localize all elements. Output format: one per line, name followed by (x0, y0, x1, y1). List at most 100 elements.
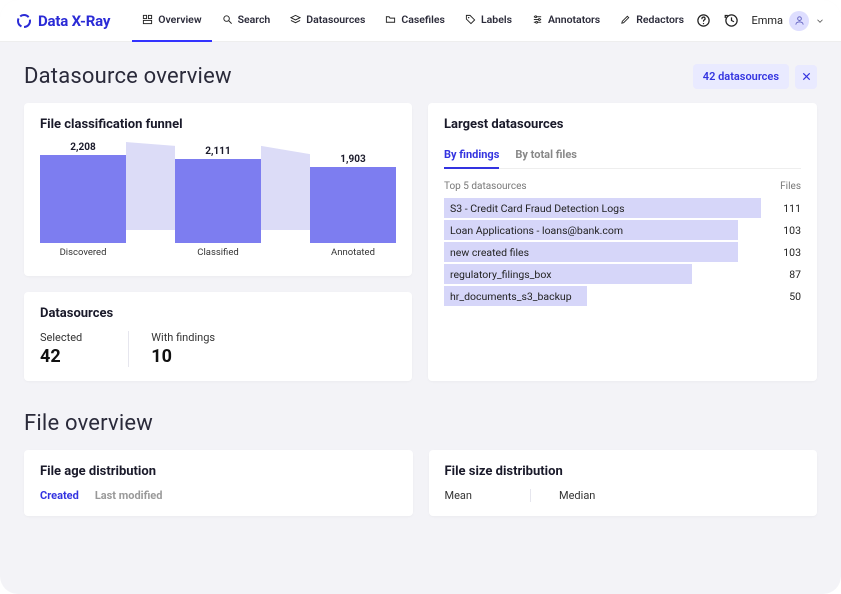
size-label: Mean (445, 489, 473, 502)
nav-redactors[interactable]: Redactors (610, 0, 694, 42)
tab-last-modified[interactable]: Last modified (95, 489, 163, 502)
file-overview-section: File overview File age distribution Crea… (24, 411, 817, 516)
folder-icon (385, 14, 396, 25)
stack-icon (290, 14, 301, 25)
stat-col: Selected 42 (40, 331, 104, 367)
nav-label: Labels (481, 13, 512, 26)
stat-value: 42 (40, 346, 82, 367)
tab-created[interactable]: Created (40, 489, 79, 502)
ds-stats: Selected 42 With findings 10 (40, 331, 396, 367)
user-name: Emma (751, 14, 783, 27)
left-column: File classification funnel 2,208 Discover… (24, 103, 412, 381)
funnel-bar-value: 2,208 (70, 142, 95, 153)
ds-row[interactable]: new created files 103 (444, 242, 801, 262)
funnel-card: File classification funnel 2,208 Discover… (24, 103, 412, 276)
funnel-bar-group: 2,208 Discovered (40, 142, 126, 258)
age-tabs: Created Last modified (40, 489, 397, 502)
ds-value: 111 (771, 202, 801, 215)
size-stats: Mean Median (445, 489, 802, 502)
largest-ds-card: Largest datasources By findings By total… (428, 103, 817, 381)
user-menu[interactable]: Emma (751, 11, 825, 31)
chevron-down-icon (815, 16, 825, 26)
layout-icon (142, 14, 153, 25)
nav-casefiles[interactable]: Casefiles (375, 0, 455, 42)
history-button[interactable] (723, 13, 739, 29)
ds-value: 103 (771, 246, 801, 259)
file-size-title: File size distribution (445, 464, 802, 479)
page-title: Datasource overview (24, 64, 232, 89)
cards-row: File classification funnel 2,208 Discover… (24, 103, 817, 381)
nav-datasources[interactable]: Datasources (280, 0, 375, 42)
ds-row[interactable]: hr_documents_s3_backup 50 (444, 286, 801, 306)
sliders-icon (532, 14, 543, 25)
stat-value: 10 (151, 346, 215, 367)
funnel-bar-label: Discovered (60, 247, 107, 258)
avatar (789, 11, 809, 31)
largest-rows: S3 - Credit Card Fraud Detection Logs111… (444, 198, 801, 306)
top-nav: Data X-Ray Overview Search Datasources C… (0, 0, 841, 42)
ds-label: new created files (444, 246, 761, 259)
ds-value: 50 (771, 290, 801, 303)
size-label: Median (559, 489, 595, 502)
tab-by-findings[interactable]: By findings (444, 142, 499, 169)
nav-right: Emma (695, 11, 825, 31)
section-header: Datasource overview 42 datasources (24, 64, 817, 89)
file-age-card: File age distribution Created Last modif… (24, 450, 413, 516)
nav-annotators[interactable]: Annotators (522, 0, 610, 42)
funnel-connector (126, 142, 175, 230)
funnel-bar (40, 155, 126, 243)
size-col: Mean (445, 489, 501, 502)
ds-row[interactable]: Loan Applications - loans@bank.com 103 (444, 220, 801, 240)
ds-label: regulatory_filings_box (444, 268, 761, 281)
pill-text: 42 datasources (703, 70, 779, 83)
stat-label: Selected (40, 331, 82, 344)
close-icon (801, 71, 812, 82)
ds-label: hr_documents_s3_backup (444, 290, 761, 303)
nav-label: Search (238, 13, 271, 26)
funnel-bar (175, 159, 261, 243)
file-overview-title: File overview (24, 411, 817, 436)
help-button[interactable] (695, 13, 711, 29)
ds-stats-title: Datasources (40, 306, 396, 321)
ds-value: 87 (771, 268, 801, 281)
search-icon (222, 14, 233, 25)
size-col: Median (530, 489, 623, 502)
funnel-connector (261, 142, 310, 230)
nav-search[interactable]: Search (212, 0, 281, 42)
funnel-bar-value: 1,903 (340, 154, 365, 165)
funnel-bar (310, 167, 396, 243)
col-header-right: Files (780, 181, 801, 192)
ds-row[interactable]: S3 - Credit Card Fraud Detection Logs111 (444, 198, 801, 218)
content: Datasource overview 42 datasources File … (0, 42, 841, 594)
brand[interactable]: Data X-Ray (16, 12, 110, 30)
funnel-bar-group: 2,111Classified (175, 146, 261, 258)
app-root: Data X-Ray Overview Search Datasources C… (0, 0, 841, 594)
tag-icon (465, 14, 476, 25)
funnel-title: File classification funnel (40, 117, 396, 132)
datasources-stats-card: Datasources Selected 42 With findings 10 (24, 292, 412, 381)
ds-value: 103 (771, 224, 801, 237)
help-icon (696, 13, 711, 28)
user-icon (794, 15, 805, 26)
pen-icon (620, 14, 631, 25)
stat-label: With findings (151, 331, 215, 344)
funnel-bar-group: 1,903Annotated (310, 154, 396, 258)
file-age-title: File age distribution (40, 464, 397, 479)
brand-icon (16, 13, 32, 29)
ds-label: Loan Applications - loans@bank.com (444, 224, 761, 237)
stat-col: With findings 10 (128, 331, 237, 367)
tab-by-total-files[interactable]: By total files (515, 142, 577, 169)
file-size-card: File size distribution Mean Median (429, 450, 818, 516)
nav-labels[interactable]: Labels (455, 0, 522, 42)
funnel-chart: 2,208 Discovered 2,111Classified 1,903Annot… (40, 142, 396, 262)
nav-overview[interactable]: Overview (132, 0, 211, 42)
ds-row[interactable]: regulatory_filings_box 87 (444, 264, 801, 284)
datasource-count-pill[interactable]: 42 datasources (693, 64, 789, 89)
nav-label: Casefiles (401, 13, 445, 26)
nav-label: Annotators (548, 13, 600, 26)
nav-label: Datasources (306, 13, 365, 26)
pill-close-button[interactable] (795, 65, 817, 89)
nav-label: Redactors (636, 13, 684, 26)
funnel-bar-value: 2,111 (205, 146, 230, 157)
largest-table-header: Top 5 datasources Files (444, 177, 801, 198)
